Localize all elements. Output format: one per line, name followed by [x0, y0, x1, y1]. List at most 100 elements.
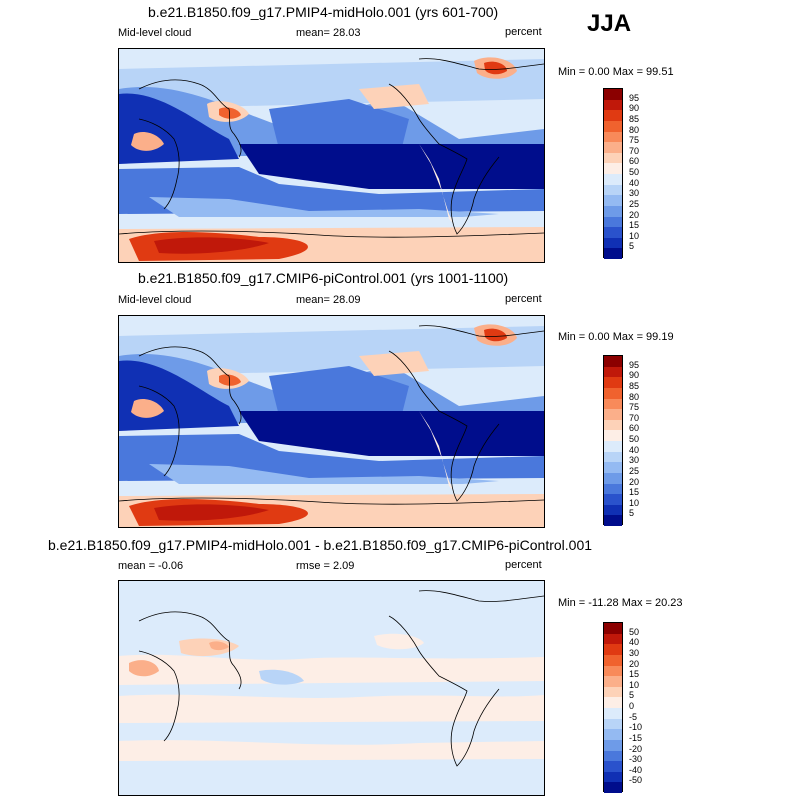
colorbar-tick-label: -50: [629, 775, 643, 786]
colorbar-cell: [604, 216, 622, 228]
panel-3-mean-label: mean = -0.06: [118, 560, 184, 572]
colorbar-cell: [604, 163, 622, 174]
colorbar-tick-label: 80: [629, 124, 640, 135]
colorbar-tick-label: 15: [629, 487, 640, 498]
panel-1-units-label: percent: [505, 26, 542, 38]
colorbar-tick-label: 25: [629, 198, 640, 209]
panel-2-minmax: Min = 0.00 Max = 99.19: [558, 331, 674, 343]
colorbar-cell: [604, 633, 622, 645]
colorbar-tick-label: 85: [629, 113, 640, 124]
colorbar-cell: [604, 782, 622, 793]
colorbar-cell: [604, 504, 622, 516]
colorbar-tick-label: 10: [629, 230, 640, 241]
colorbar-cell: [604, 377, 622, 388]
colorbar-tick-label: 95: [629, 92, 640, 103]
colorbar-tick-label: 50: [629, 434, 640, 444]
colorbar-tick-label: 20: [629, 476, 640, 487]
colorbar-tick-label: -15: [629, 732, 643, 743]
colorbar-tick-label: 5: [629, 690, 635, 701]
panel-3-map: [118, 580, 545, 796]
colorbar-cell: [604, 494, 622, 505]
colorbar-cell: [604, 237, 622, 249]
colorbar-cell: [604, 665, 622, 677]
colorbar-cell: [604, 483, 622, 495]
colorbar-tick-label: 30: [629, 455, 640, 466]
colorbar-cell: [604, 697, 622, 708]
colorbar-cell: [604, 184, 622, 196]
colorbar-cell: [604, 686, 622, 698]
colorbar-tick-label: 30: [629, 647, 640, 658]
colorbar-cell: [604, 174, 622, 185]
colorbar-cell: [604, 708, 622, 719]
colorbar-cell: [604, 718, 622, 730]
colorbar-tick-label: 75: [629, 402, 640, 413]
colorbar-cell: [604, 366, 622, 378]
panel-2-mean-label: mean= 28.09: [296, 294, 361, 306]
panel-2-title: b.e21.B1850.f09_g17.CMIP6-piControl.001 …: [138, 270, 509, 286]
panel-3-colorbar: 50 40 30 20 15 10 5 0 -5 -10 -15 -20 -30 -40 -50: [603, 622, 663, 793]
colorbar-tick-label: 90: [629, 103, 640, 114]
colorbar-tick-label: 85: [629, 380, 640, 391]
colorbar-tick-label: 5: [629, 508, 635, 519]
colorbar-cell: [604, 409, 622, 420]
panel-1-mean-label: mean= 28.03: [296, 27, 361, 39]
colorbar-cell: [604, 472, 622, 484]
colorbar-cell: [604, 227, 622, 238]
panel-1-colorbar-cells: [603, 88, 623, 259]
colorbar-cell: [604, 654, 622, 666]
colorbar-cell: [604, 451, 622, 463]
colorbar-tick-label: -30: [629, 754, 643, 765]
colorbar-tick-label: 15: [629, 220, 640, 231]
colorbar-cell: [604, 110, 622, 121]
colorbar-tick-label: 95: [629, 359, 640, 370]
colorbar-cell: [604, 356, 622, 367]
colorbar-cell: [604, 771, 622, 783]
colorbar-cell: [604, 248, 622, 259]
colorbar-tick-label: 40: [629, 444, 640, 455]
colorbar-tick-label: 20: [629, 209, 640, 220]
colorbar-cell: [604, 195, 622, 206]
colorbar-tick-label: 5: [629, 241, 635, 252]
colorbar-tick-label: 25: [629, 465, 640, 476]
colorbar-tick-label: 50: [629, 626, 640, 637]
colorbar-tick-label: 40: [629, 177, 640, 188]
colorbar-cell: [604, 152, 622, 164]
season-label: JJA: [587, 10, 632, 37]
panel-3-rmse-label: rmse = 2.09: [296, 560, 355, 572]
colorbar-cell: [604, 398, 622, 410]
panel-2-colorbar: 95 90 85 80 75 70 60 50 40 30 25 20 15 10 5: [603, 355, 663, 526]
colorbar-cell: [604, 739, 622, 751]
colorbar-tick-label: -10: [629, 722, 643, 733]
colorbar-tick-label: -40: [629, 764, 643, 775]
colorbar-tick-label: 0: [629, 701, 635, 711]
colorbar-cell: [604, 99, 622, 111]
colorbar-tick-label: 70: [629, 145, 640, 156]
colorbar-tick-label: 60: [629, 423, 640, 434]
colorbar-tick-label: 10: [629, 497, 640, 508]
colorbar-cell: [604, 644, 622, 655]
panel-1-title: b.e21.B1850.f09_g17.PMIP4-midHolo.001 (y…: [148, 4, 499, 20]
colorbar-cell: [604, 441, 622, 452]
panel-2-colorbar-cells: [603, 355, 623, 526]
panel-3-title: b.e21.B1850.f09_g17.PMIP4-midHolo.001 - …: [48, 537, 593, 553]
colorbar-cell: [604, 419, 622, 431]
colorbar-tick-label: 20: [629, 658, 640, 669]
panel-2-units-label: percent: [505, 293, 542, 305]
colorbar-tick-label: 80: [629, 391, 640, 402]
colorbar-tick-label: 15: [629, 669, 640, 680]
colorbar-cell: [604, 205, 622, 217]
colorbar-cell: [604, 676, 622, 687]
colorbar-cell: [604, 462, 622, 473]
panel-3-colorbar-cells: [603, 622, 623, 793]
colorbar-cell: [604, 89, 622, 100]
colorbar-tick-label: 60: [629, 156, 640, 167]
colorbar-tick-label: 50: [629, 167, 640, 177]
colorbar-tick-label: 90: [629, 370, 640, 381]
colorbar-cell: [604, 761, 622, 772]
colorbar-tick-label: -20: [629, 743, 643, 754]
colorbar-cell: [604, 142, 622, 153]
panel-3-minmax: Min = -11.28 Max = 20.23: [558, 597, 683, 609]
colorbar-cell: [604, 623, 622, 634]
panel-2-map: [118, 315, 545, 528]
colorbar-tick-label: 10: [629, 679, 640, 690]
